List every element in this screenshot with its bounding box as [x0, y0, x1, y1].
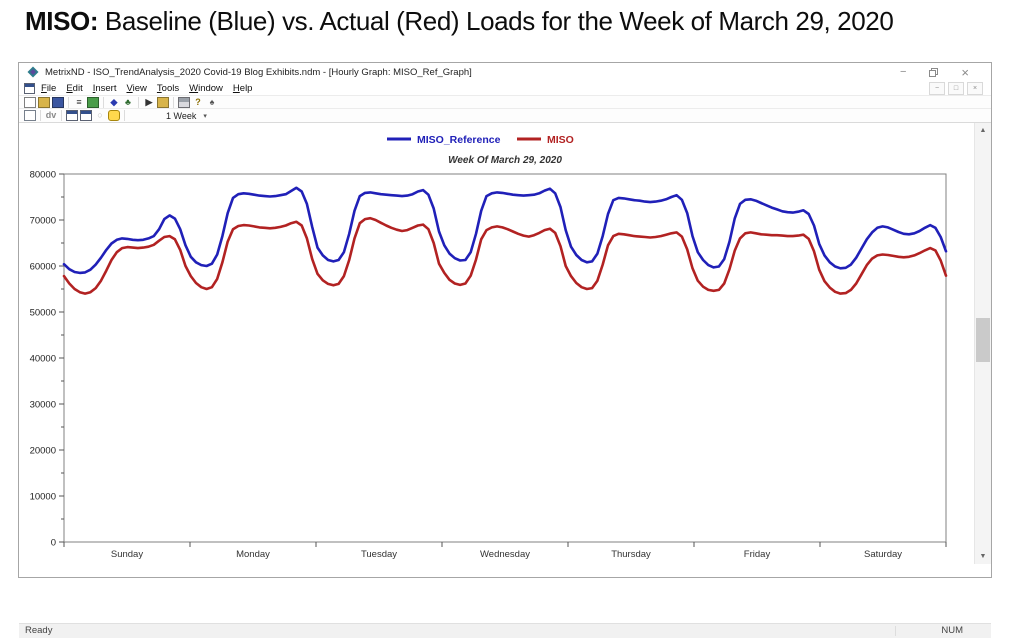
- status-bar: Ready NUM: [19, 623, 991, 638]
- series-line-miso: [62, 216, 948, 295]
- page-title-rest: Baseline (Blue) vs. Actual (Red) Loads f…: [98, 6, 894, 36]
- graph-view: MISO_Reference MISO Week Of March 29, 20…: [19, 122, 991, 638]
- metrixnd-window: MetrixND - ISO_TrendAnalysis_2020 Covid-…: [18, 62, 992, 638]
- status-message: Ready: [25, 625, 53, 636]
- toolbar-separator: [40, 110, 41, 121]
- range-dropdown[interactable]: 1 Week ▾: [166, 111, 207, 121]
- open-icon[interactable]: [38, 96, 50, 108]
- x-day-label: Tuesday: [361, 549, 397, 560]
- mdi-restore-button[interactable]: □: [948, 81, 964, 95]
- menu-insert[interactable]: Insert: [92, 82, 117, 94]
- vertical-scrollbar[interactable]: ▲ ▼: [974, 123, 991, 564]
- x-day-label: Thursday: [611, 549, 651, 560]
- refresh-icon[interactable]: ○: [97, 110, 103, 120]
- page-title-prefix: MISO:: [25, 6, 99, 36]
- menu-edit[interactable]: Edit: [66, 82, 83, 94]
- save-icon[interactable]: [52, 96, 64, 108]
- y-tick-label: 0: [51, 538, 56, 549]
- toolbar-separator: [61, 110, 62, 121]
- chart-title: Week Of March 29, 2020: [448, 155, 562, 166]
- toolbar-separator: [138, 96, 139, 108]
- y-tick-label: 80000: [30, 170, 56, 181]
- close-button[interactable]: ×: [961, 64, 969, 80]
- toolbar-separator: [68, 96, 69, 108]
- y-tick-label: 10000: [30, 492, 56, 503]
- audit-icon[interactable]: dv: [45, 110, 57, 120]
- legend-label-miso: MISO: [547, 134, 574, 146]
- menu-window[interactable]: Window: [189, 82, 223, 94]
- y-tick-label: 60000: [30, 262, 56, 273]
- metrixnd-logo-icon: [27, 66, 39, 78]
- x-day-label: Friday: [744, 549, 771, 560]
- range-dropdown-label: 1 Week: [166, 110, 197, 121]
- print-icon[interactable]: [178, 96, 190, 108]
- mdi-close-button[interactable]: ×: [967, 81, 983, 95]
- hourly-graph: MISO_Reference MISO Week Of March 29, 20…: [19, 123, 974, 564]
- x-day-label: Saturday: [864, 549, 902, 560]
- y-tick-label: 40000: [30, 354, 56, 365]
- menu-file[interactable]: File: [41, 82, 57, 94]
- scrollbar-thumb[interactable]: [976, 318, 990, 362]
- legend-label-miso-reference: MISO_Reference: [417, 134, 501, 146]
- run-icon[interactable]: ▶: [145, 96, 153, 107]
- status-divider: [895, 626, 896, 636]
- minimize-button[interactable]: −: [899, 65, 907, 78]
- toolbar-separator: [124, 110, 125, 121]
- new-file-icon[interactable]: [24, 96, 36, 108]
- page-title: MISO: Baseline (Blue) vs. Actual (Red) L…: [25, 6, 894, 37]
- paste-icon[interactable]: [87, 96, 99, 108]
- scroll-up-icon[interactable]: ▲: [979, 127, 987, 134]
- x-day-label: Wednesday: [480, 549, 530, 560]
- menu-help[interactable]: Help: [232, 82, 253, 94]
- new-window-icon[interactable]: [66, 110, 78, 121]
- scroll-down-icon[interactable]: ▼: [979, 553, 987, 560]
- mdi-document-icon[interactable]: [24, 82, 35, 94]
- cascade-window-icon[interactable]: [80, 110, 92, 121]
- export-icon[interactable]: [157, 96, 169, 108]
- mdi-minimize-button[interactable]: −: [929, 81, 945, 95]
- window-title: MetrixND - ISO_TrendAnalysis_2020 Covid-…: [45, 66, 472, 78]
- x-day-label: Monday: [236, 549, 270, 560]
- toolbar-separator: [173, 96, 174, 108]
- properties-icon[interactable]: ≡: [76, 96, 82, 107]
- hierarchy-icon[interactable]: ♣: [125, 96, 131, 107]
- title-bar: MetrixND - ISO_TrendAnalysis_2020 Covid-…: [19, 63, 991, 81]
- y-tick-label: 30000: [30, 400, 56, 411]
- series-line-miso_reference: [62, 186, 948, 275]
- toolbar-separator: [103, 96, 104, 108]
- comment-icon[interactable]: [108, 110, 120, 121]
- data-grid-icon[interactable]: [24, 110, 36, 121]
- schema-icon[interactable]: ♠: [209, 96, 215, 107]
- y-tick-label: 70000: [30, 216, 56, 227]
- help-icon[interactable]: ?: [195, 96, 201, 107]
- y-tick-label: 50000: [30, 308, 56, 319]
- main-toolbar: ≡ ◆ ♣ ▶? ♠: [19, 95, 991, 108]
- num-lock-indicator: NUM: [941, 625, 963, 636]
- navigator-icon[interactable]: ◆: [110, 96, 118, 107]
- restore-button[interactable]: [929, 67, 939, 77]
- menu-tools[interactable]: Tools: [156, 82, 180, 94]
- chevron-down-icon: ▾: [203, 112, 207, 120]
- y-tick-label: 20000: [30, 446, 56, 457]
- menu-view[interactable]: View: [126, 82, 147, 94]
- graph-toolbar: dv ○ 1 Week ▾: [19, 108, 991, 122]
- x-day-label: Sunday: [111, 549, 143, 560]
- menu-bar: File Edit Insert View Tools Window Help − □ ×: [19, 81, 991, 95]
